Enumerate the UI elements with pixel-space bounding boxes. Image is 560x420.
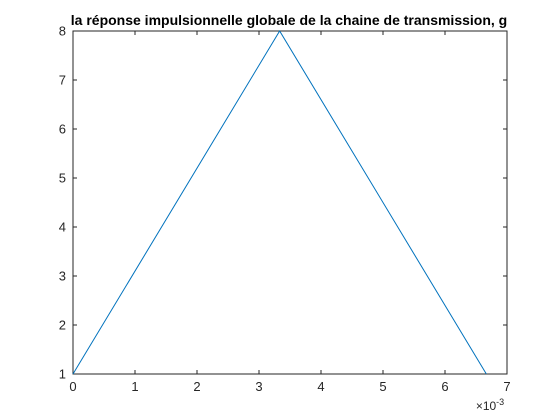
x-tick-label: 7	[503, 379, 510, 394]
y-tick-label: 4	[59, 220, 66, 235]
x-tick-label: 1	[131, 379, 138, 394]
x-tick-label: 2	[193, 379, 200, 394]
x-tick-label: 6	[441, 379, 448, 394]
series-line	[72, 30, 487, 375]
tick-marks	[72, 30, 508, 375]
x-exponent-label: ×10-3	[476, 397, 504, 413]
y-tick-label: 2	[59, 318, 66, 333]
x-tick-label: 4	[317, 379, 324, 394]
x-exponent-base: ×10	[476, 399, 497, 413]
y-tick-labels: 1 2 3 4 5 6 7 8	[59, 24, 66, 382]
y-tick-label: 6	[59, 122, 66, 137]
y-tick-label: 8	[59, 24, 66, 39]
chart-title: la réponse impulsionnelle globale de la …	[71, 12, 507, 28]
y-tick-label: 1	[59, 367, 66, 382]
series-lines	[72, 30, 487, 375]
x-exponent-power: -3	[496, 397, 504, 407]
y-tick-label: 3	[59, 269, 66, 284]
plot-area	[72, 30, 508, 375]
x-tick-label: 3	[255, 379, 262, 394]
y-tick-label: 5	[59, 171, 66, 186]
x-tick-labels: 0 1 2 3 4 5 6 7	[69, 379, 510, 394]
y-tick-label: 7	[59, 73, 66, 88]
x-tick-label: 5	[379, 379, 386, 394]
x-tick-label: 0	[69, 379, 76, 394]
